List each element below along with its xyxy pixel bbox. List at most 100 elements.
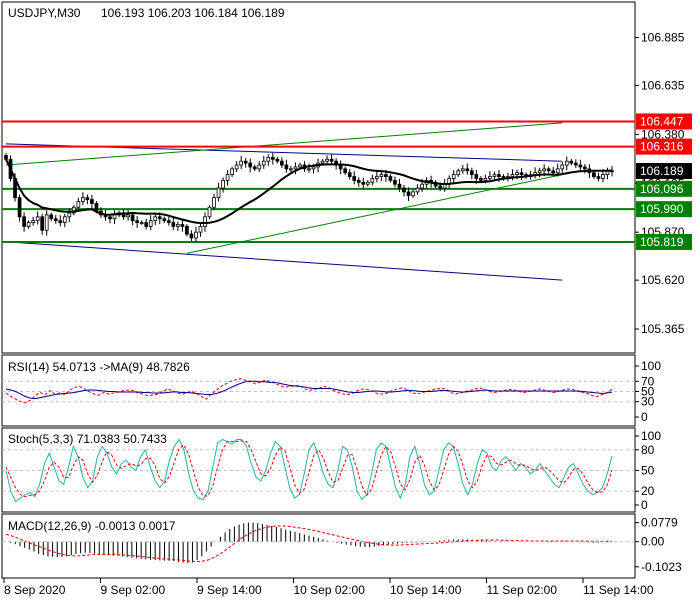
rsi-lines: [5, 378, 613, 404]
candle-body: [157, 216, 162, 220]
candle-body: [284, 164, 289, 170]
time-tick-label: 11 Sep 02:00: [487, 583, 558, 597]
candle-body: [112, 214, 117, 220]
candle-body: [479, 178, 483, 181]
macd-panel: [1, 513, 636, 579]
candle-body: [515, 172, 519, 176]
candle-body: [81, 197, 85, 202]
axis-tick-label: 70: [641, 374, 655, 388]
ohlc-readout: 106.193 106.203 106.184 106.189: [101, 6, 285, 20]
rsi-panel: [1, 354, 636, 427]
current-price-bg: [636, 162, 692, 179]
current-price-label: 106.189: [640, 164, 684, 178]
candle-body: [135, 220, 139, 223]
candle-body: [592, 172, 596, 177]
candle-body: [26, 222, 31, 227]
candle-body: [40, 216, 45, 231]
candle-body: [497, 174, 501, 177]
candle-body: [365, 181, 370, 185]
level-label: 106.096: [640, 182, 684, 196]
candle-body: [126, 214, 130, 218]
candle-body: [94, 202, 99, 212]
candle-body: [22, 216, 26, 227]
candle-body: [67, 212, 72, 218]
candle-body: [230, 168, 234, 176]
axis-tick-label: 50: [641, 464, 655, 478]
candle-body: [460, 168, 465, 172]
candle-body: [221, 179, 225, 189]
candle-body: [474, 174, 479, 179]
candle-body: [185, 226, 189, 235]
candle-body: [108, 216, 112, 220]
candle-body: [343, 168, 348, 174]
signal-line: [5, 525, 613, 563]
candle-body: [402, 187, 406, 193]
candle-body: [189, 233, 194, 239]
candle-body: [270, 156, 275, 160]
macd-signal: [2, 525, 635, 563]
candle-body: [325, 158, 329, 162]
candle-body: [62, 216, 67, 223]
trend-line: [186, 174, 563, 254]
axis-tick-label: 20: [641, 484, 655, 498]
candle-body: [225, 174, 230, 181]
candle-body: [275, 158, 280, 162]
candle-body: [203, 216, 207, 227]
axis-tick-label: 80: [641, 443, 655, 457]
candle-body: [4, 155, 8, 160]
level-label: 105.990: [640, 202, 684, 216]
candle-body: [293, 166, 298, 170]
candle-body: [153, 216, 158, 222]
candle-body: [166, 220, 171, 223]
price-tick-label: 106.380: [641, 127, 685, 141]
candle-body: [176, 224, 180, 227]
candle-body: [420, 183, 424, 189]
candle-body: [573, 162, 578, 166]
price-tick-label: 106.885: [641, 30, 685, 44]
level-label-bg: [636, 113, 692, 130]
time-tick-label: 9 Sep 02:00: [101, 583, 166, 597]
candle-body: [356, 179, 361, 183]
candle-body: [216, 187, 221, 199]
ma-line: [5, 158, 613, 225]
rsi-levels: [2, 380, 635, 403]
candle-body: [456, 170, 461, 176]
candle-body: [569, 160, 574, 164]
candle-body: [583, 166, 587, 170]
candle-body: [148, 220, 153, 227]
price-tick-label: 106.635: [641, 78, 685, 92]
series-line: [5, 380, 613, 400]
price-panel: [1, 1, 636, 354]
candle-body: [406, 191, 411, 197]
candle-body: [352, 176, 357, 181]
axis-tick-label: -0.1023: [641, 560, 682, 574]
axis-tick-label: 0: [641, 498, 648, 512]
candle-body: [243, 160, 248, 164]
horizontal-levels: [2, 120, 635, 243]
candle-body: [49, 214, 54, 220]
trend-line: [5, 122, 563, 166]
candle-body: [438, 185, 442, 189]
candle-body: [555, 168, 560, 174]
candle-body: [35, 216, 40, 222]
candle-body: [564, 160, 569, 166]
candle-body: [85, 197, 90, 200]
price-tick-label: 105.620: [641, 273, 685, 287]
candle-body: [139, 222, 144, 224]
candle-body: [280, 160, 284, 166]
stoch-title: Stoch(5,3,3) 71.0383 50.7433: [8, 432, 167, 446]
axis-tick-label: 0.0779: [641, 516, 678, 530]
candle-body: [289, 168, 293, 171]
candle-body: [76, 201, 81, 208]
candle-body: [338, 164, 343, 170]
candle-body: [207, 206, 212, 218]
level-label-bg: [636, 138, 692, 155]
candle-body: [519, 172, 524, 176]
symbol-title: USDJPY,M30: [8, 6, 81, 20]
time-axis: 8 Sep 2020 9 Sep 02:00 9 Sep 14:00 10 Sep 0…: [3, 578, 654, 597]
rsi-title: RSI(14) 54.0713 ->MA(9) 48.7826: [8, 360, 190, 374]
level-label: 106.316: [640, 140, 684, 154]
candle-body: [90, 199, 94, 204]
